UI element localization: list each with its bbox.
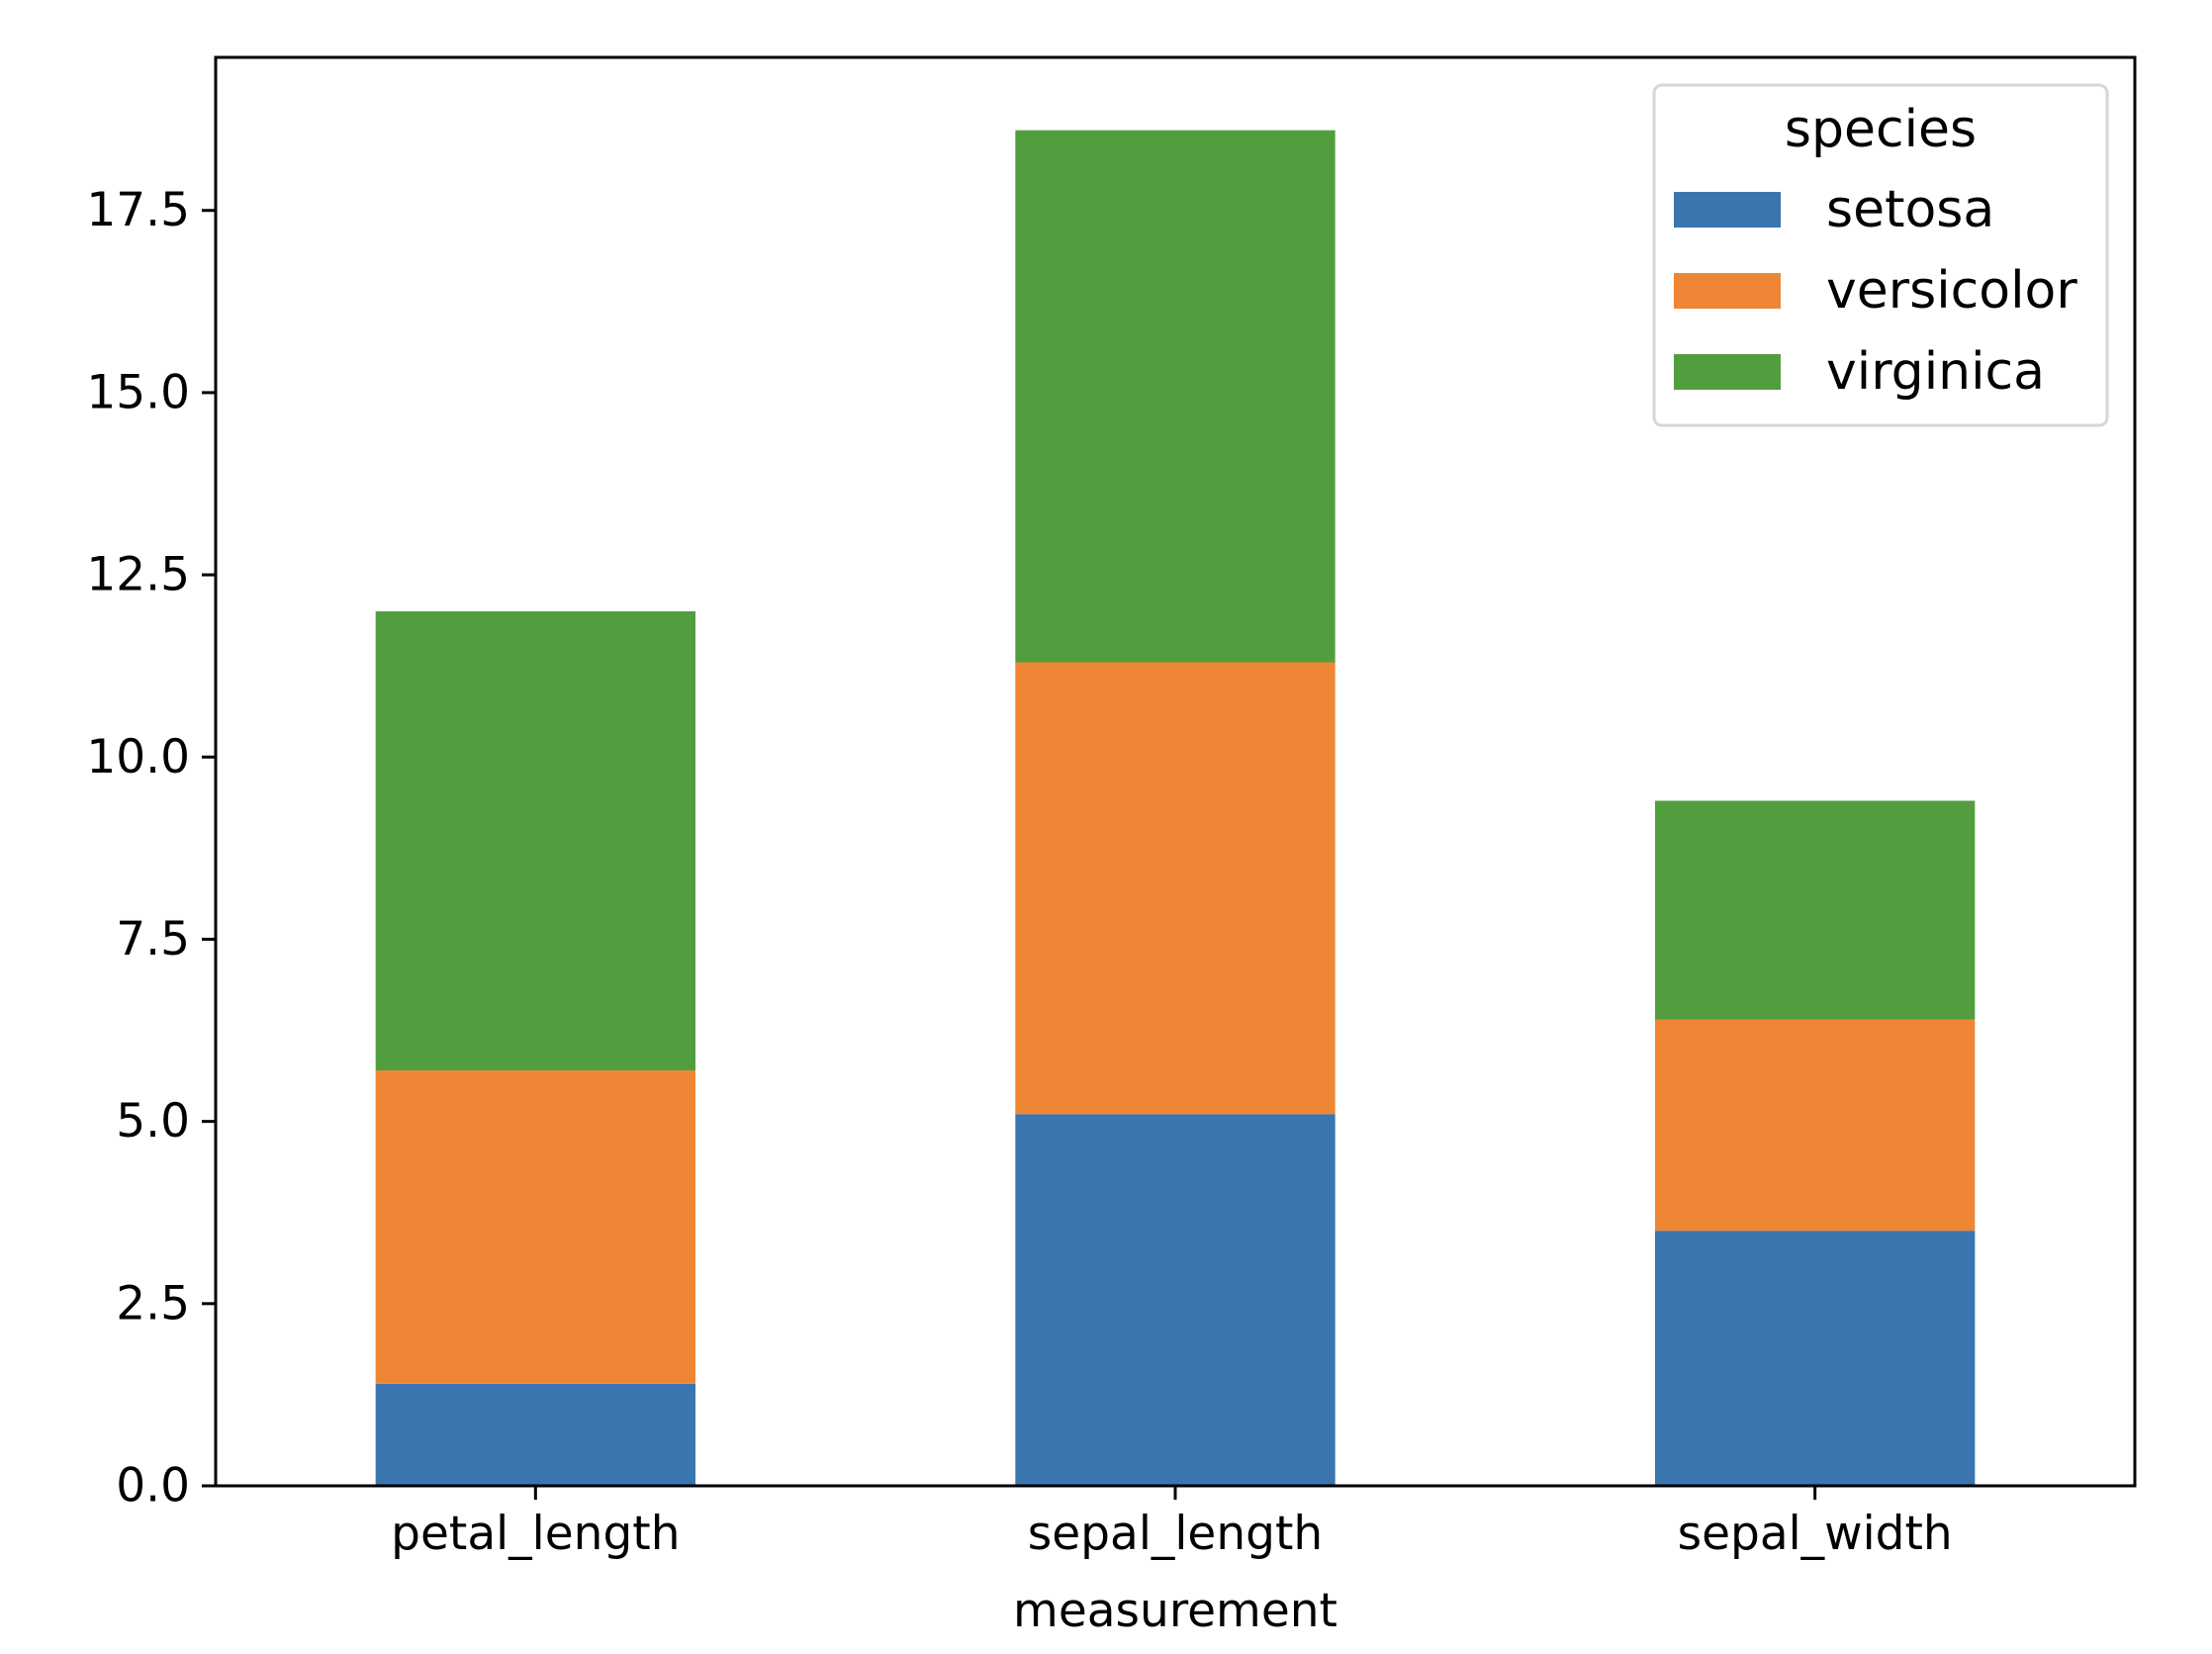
y-tick-label: 2.5 — [116, 1276, 190, 1331]
bar-setosa-sepal_length — [1015, 1114, 1336, 1486]
legend-label-versicolor: versicolor — [1826, 261, 2077, 321]
y-tick-label: 15.0 — [86, 365, 190, 419]
bar-virginica-sepal_length — [1015, 130, 1336, 663]
legend-title: species — [1785, 100, 1977, 159]
legend-label-setosa: setosa — [1826, 180, 1994, 239]
y-tick-label: 10.0 — [86, 730, 190, 784]
x-tick-label: petal_length — [391, 1507, 680, 1561]
y-tick-label: 17.5 — [86, 183, 190, 237]
bar-versicolor-petal_length — [375, 1070, 695, 1384]
bar-virginica-petal_length — [375, 610, 695, 1071]
y-tick-label: 0.0 — [116, 1459, 190, 1514]
x-axis-title: measurement — [1013, 1584, 1337, 1638]
axes-layer: 0.0 2.5 5.0 7.5 10.0 12.5 15.0 17.5 petal_length… — [86, 55, 2137, 1638]
bars-layer — [375, 130, 1976, 1486]
bar-setosa-petal_length — [375, 1383, 695, 1486]
y-tick-label: 12.5 — [86, 548, 190, 602]
bar-virginica-sepal_width — [1655, 800, 1976, 1020]
bar-versicolor-sepal_length — [1015, 662, 1336, 1115]
x-tick-label: sepal_width — [1678, 1507, 1953, 1561]
legend: species setosa versicolor virginica — [1652, 83, 2109, 427]
bar-setosa-sepal_width — [1655, 1231, 1976, 1486]
y-tick-label: 5.0 — [116, 1094, 190, 1149]
legend-box — [1652, 83, 2109, 427]
legend-swatch-virginica — [1674, 354, 1781, 390]
legend-label-virginica: virginica — [1826, 342, 2045, 402]
y-tick-label: 7.5 — [116, 912, 190, 966]
x-tick-label: sepal_length — [1028, 1507, 1323, 1561]
legend-swatch-versicolor — [1674, 273, 1781, 309]
bar-versicolor-sepal_width — [1655, 1019, 1976, 1232]
legend-swatch-setosa — [1674, 192, 1781, 228]
